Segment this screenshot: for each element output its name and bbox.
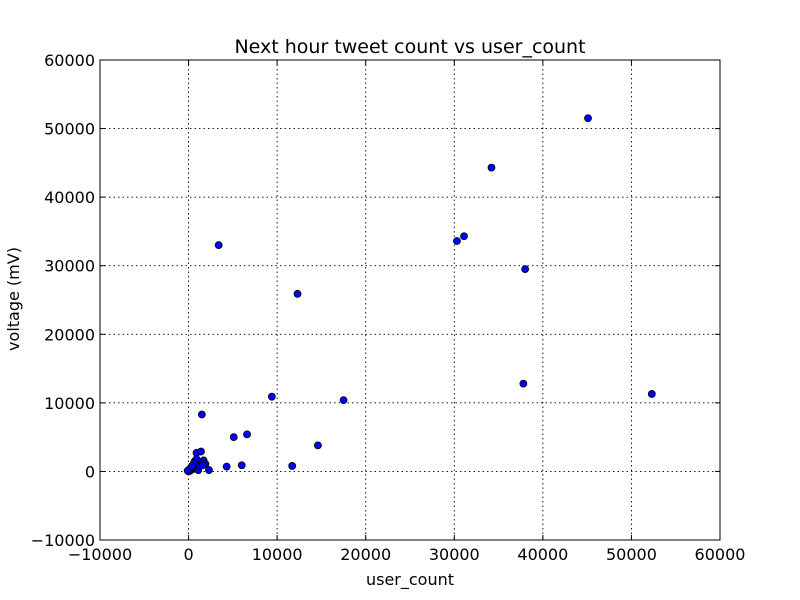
y-tick-label: −10000 [31, 531, 95, 550]
data-point [183, 466, 192, 475]
data-point [267, 392, 276, 401]
y-tick-label: 60000 [44, 51, 95, 70]
y-tick-label: 50000 [44, 120, 95, 139]
x-tick-label: 10000 [252, 545, 303, 564]
data-point [229, 433, 238, 442]
data-point [647, 390, 656, 398]
data-point [453, 237, 461, 245]
x-tick-label: 0 [183, 545, 193, 564]
x-tick-label: 20000 [340, 545, 391, 564]
plot-frame [99, 59, 721, 541]
data-point [487, 163, 496, 172]
data-point [214, 241, 223, 250]
data-point [313, 441, 322, 450]
x-tick-label: 30000 [429, 545, 480, 564]
data-point [460, 232, 468, 241]
y-tick-label: 40000 [44, 188, 95, 207]
data-point [521, 265, 530, 274]
data-point [288, 462, 297, 470]
data-point [339, 396, 348, 405]
x-axis-label: user_count [366, 570, 454, 590]
data-point [198, 461, 207, 470]
x-tick-label: 50000 [606, 545, 657, 564]
y-tick-label: 20000 [44, 325, 95, 344]
data-point [519, 379, 528, 388]
x-tick-label: −10000 [68, 545, 132, 564]
data-point [222, 462, 231, 471]
y-tick-label: 0 [85, 462, 95, 481]
data-point [584, 114, 592, 123]
axis-ticks: −10000 0 10000 20000 30000 40000 50000 60000 −10… [31, 51, 746, 564]
data-point [188, 462, 197, 470]
x-tick-label: 40000 [517, 545, 568, 564]
y-axis-label: voltage (mV) [4, 247, 23, 351]
data-point [205, 466, 213, 474]
data-point [243, 430, 251, 439]
data-point [197, 410, 206, 419]
x-tick-label: 60000 [695, 545, 746, 564]
chart-title: Next hour tweet count vs user_count [234, 36, 585, 58]
y-tick-label: 30000 [44, 257, 95, 276]
y-tick-label: 10000 [44, 394, 95, 413]
data-point [293, 289, 302, 298]
data-points [183, 114, 656, 476]
data-point [237, 461, 246, 470]
data-point [197, 447, 205, 456]
